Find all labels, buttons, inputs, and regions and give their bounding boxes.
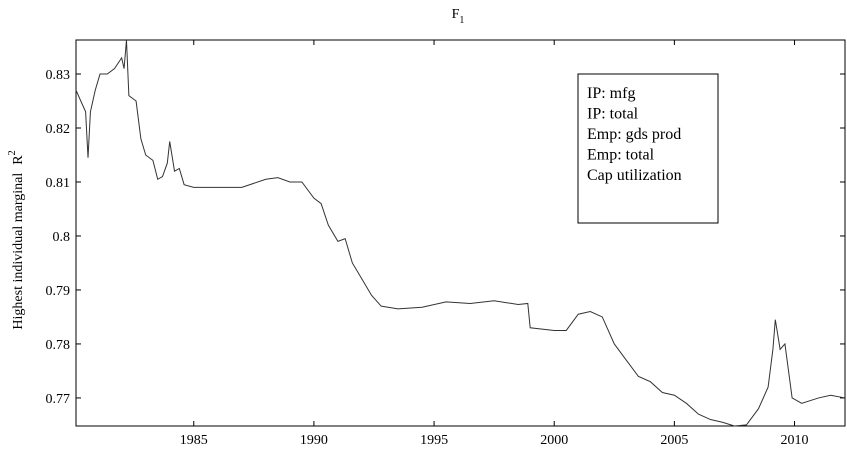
y-tick-label: 0.79 (46, 284, 71, 299)
x-tick-label: 2005 (660, 433, 688, 448)
legend-entry: Emp: total (587, 147, 655, 164)
plot-frame (75, 39, 846, 427)
x-tick-label: 2000 (540, 433, 568, 448)
title-subscript: 1 (459, 15, 464, 26)
y-tick-label: 0.82 (46, 122, 71, 137)
x-tick-label: 2010 (781, 433, 809, 448)
chart-title: F1 (452, 7, 465, 26)
ylabel-exp: 2 (7, 150, 18, 155)
legend-entry: Emp: gds prod (587, 126, 681, 143)
y-tick-label: 0.83 (46, 68, 71, 83)
title-text: F (452, 7, 460, 22)
y-tick-label: 0.8 (53, 230, 71, 245)
ylabel-r: R (11, 155, 26, 165)
y-tick-label: 0.78 (46, 338, 71, 353)
legend-entry: Cap utilization (587, 167, 682, 184)
x-tick-label: 1995 (420, 433, 448, 448)
ylabel-text: Highest individual marginal (11, 173, 26, 330)
legend-entry: IP: total (587, 106, 639, 123)
x-tick-label: 1990 (300, 433, 328, 448)
y-tick-label: 0.77 (46, 392, 71, 407)
y-tick-label: 0.81 (46, 176, 71, 191)
y-axis-label: Highest individual marginal R2 (7, 150, 26, 329)
line-series (75, 39, 846, 427)
legend-box (577, 73, 719, 224)
legend-entry: IP: mfg (587, 85, 635, 102)
x-tick-label: 1985 (180, 433, 208, 448)
